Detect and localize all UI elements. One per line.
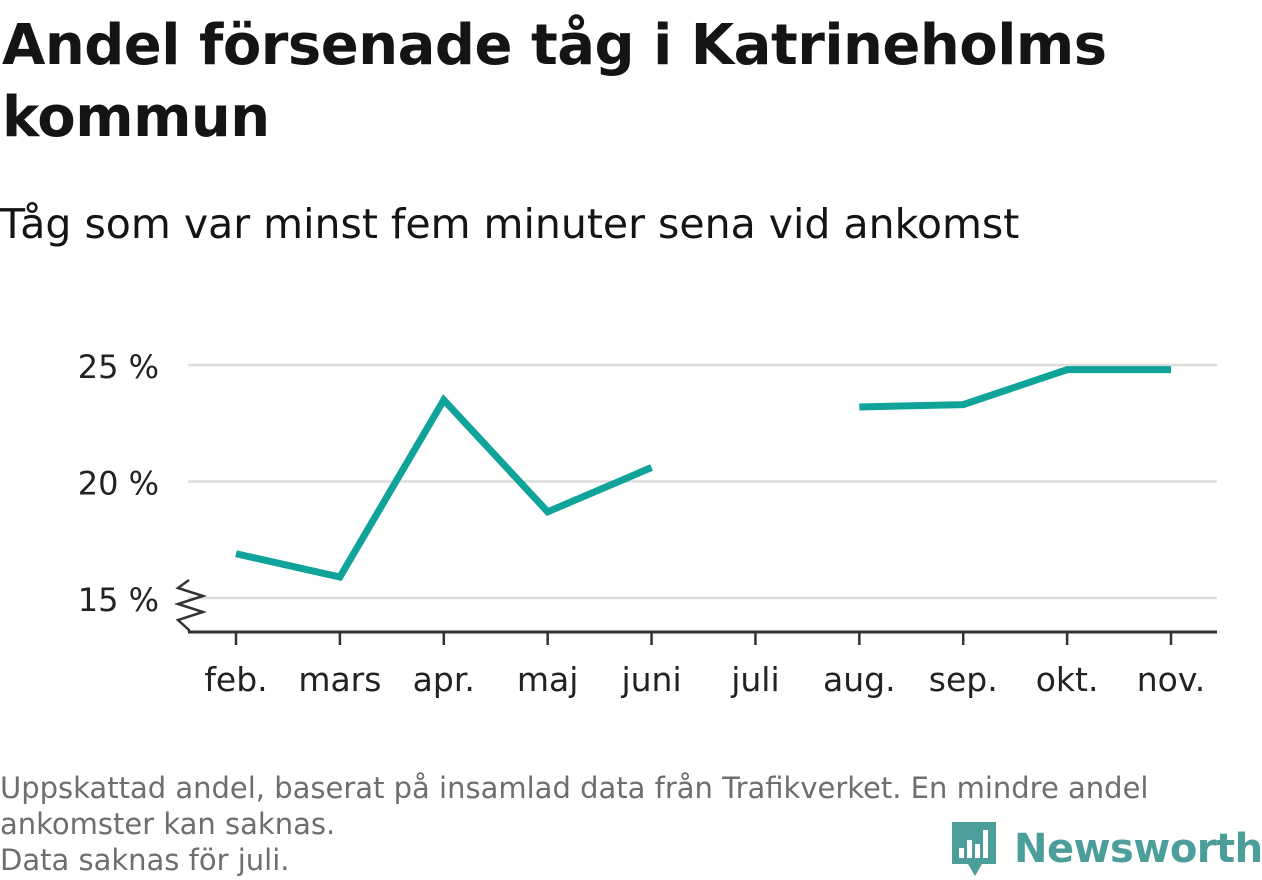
axis-break-icon bbox=[173, 578, 208, 632]
y-tick-label: 15 % bbox=[78, 581, 159, 619]
series-line bbox=[235, 394, 653, 582]
x-tick-label: sep. bbox=[929, 660, 998, 699]
x-axis bbox=[173, 578, 1217, 645]
brand-name: Newsworthy bbox=[1014, 826, 1262, 872]
footnote-line-3: Data saknas för juli. bbox=[0, 843, 290, 877]
x-tick-label: feb. bbox=[204, 660, 267, 699]
footnote-line-1: Uppskattad andel, baserat på insamlad da… bbox=[0, 771, 1149, 805]
y-tick-labels: 15 % 20 % 25 % bbox=[78, 348, 159, 619]
series-lines bbox=[235, 366, 1171, 582]
x-tick-label: mars bbox=[298, 660, 381, 699]
chart-title: Andel försenade tåg i Katrineholms kommu… bbox=[2, 13, 1107, 150]
grid-lines bbox=[188, 363, 1217, 600]
footnote-line-2: ankomster kan saknas. bbox=[0, 807, 336, 841]
bar-chart-speech-bubble-icon bbox=[952, 822, 996, 876]
footnote: Uppskattad andel, baserat på insamlad da… bbox=[0, 770, 1250, 878]
x-tick-label: nov. bbox=[1137, 660, 1206, 699]
x-tick-labels: feb. mars apr. maj juni juli aug. sep. okt. nov. bbox=[204, 660, 1205, 699]
chart-subtitle: Tåg som var minst fem minuter sena vid a… bbox=[0, 200, 1020, 248]
x-tick-label: juni bbox=[620, 660, 681, 699]
x-tick-label: aug. bbox=[823, 660, 896, 699]
series-line bbox=[859, 366, 1171, 411]
x-tick-label: maj bbox=[517, 660, 579, 699]
x-tick-label: okt. bbox=[1036, 660, 1099, 699]
y-tick-label: 25 % bbox=[78, 348, 159, 386]
line-chart: 15 % 20 % 25 % feb. mars apr. maj juni juli aug.… bbox=[78, 348, 1217, 699]
x-tick-label: apr. bbox=[413, 660, 475, 699]
y-tick-label: 20 % bbox=[78, 465, 159, 503]
x-tick-label: juli bbox=[730, 660, 779, 699]
brand-logo: Newsworthy bbox=[950, 818, 1262, 880]
